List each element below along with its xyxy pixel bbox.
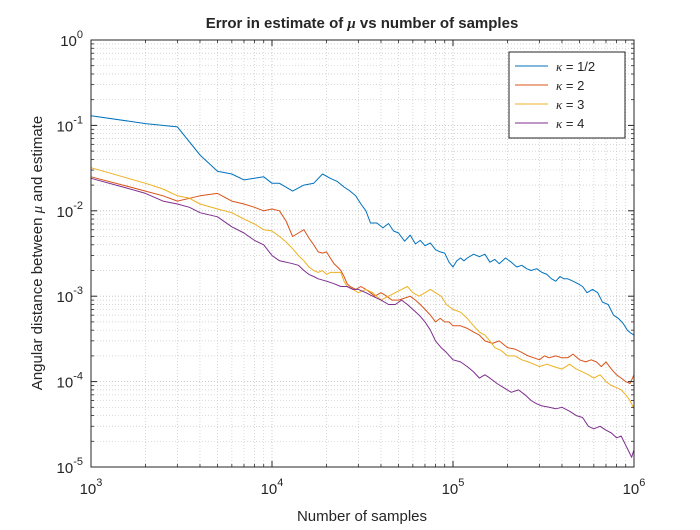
series-line-1 [90,115,635,336]
y-tick-label: 100 [60,29,83,50]
axis-ticks [90,39,635,468]
y-axis-label: Angular distance between μ and estimate [29,116,46,390]
series-line-2 [90,176,635,384]
x-axis-label: Number of samples [297,508,427,525]
y-tick-label: 10-2 [57,200,83,221]
legend: κ = 1/2 κ = 2 κ = 3 κ = 4 [508,51,626,139]
series-line-3 [90,167,635,410]
minor-grid [91,40,634,467]
title-prefix: Error in estimate of [206,15,348,32]
x-tick-labels: 103 104 105 106 [80,477,646,498]
y-tick-label: 10-3 [57,285,83,306]
y-tick-label: 10-1 [57,114,83,135]
y-tick-label: 10-5 [57,456,83,477]
chart-title: Error in estimate of μ vs number of samp… [206,15,519,32]
ylabel-prefix: Angular distance between [29,213,46,390]
legend-label-1: κ = 1/2 [556,59,595,74]
ylabel-mu-symbol: μ [30,205,46,214]
legend-label-2: κ = 2 [556,78,584,93]
legend-label-3: κ = 3 [556,97,584,112]
y-tick-labels: 10-5 10-4 10-3 10-2 10-1 100 [57,29,83,477]
y-tick-label: 10-4 [57,371,83,392]
legend-label-4: κ = 4 [556,116,584,131]
title-suffix: vs number of samples [356,15,519,32]
x-tick-label: 104 [261,477,284,498]
ylabel-suffix: and estimate [29,116,46,206]
series-layer [90,115,635,458]
series-line-4 [90,177,635,458]
x-tick-label: 103 [80,477,103,498]
x-tick-label: 105 [442,477,465,498]
title-mu-symbol: μ [346,16,355,32]
x-tick-label: 106 [623,477,646,498]
axes-box [90,39,635,468]
